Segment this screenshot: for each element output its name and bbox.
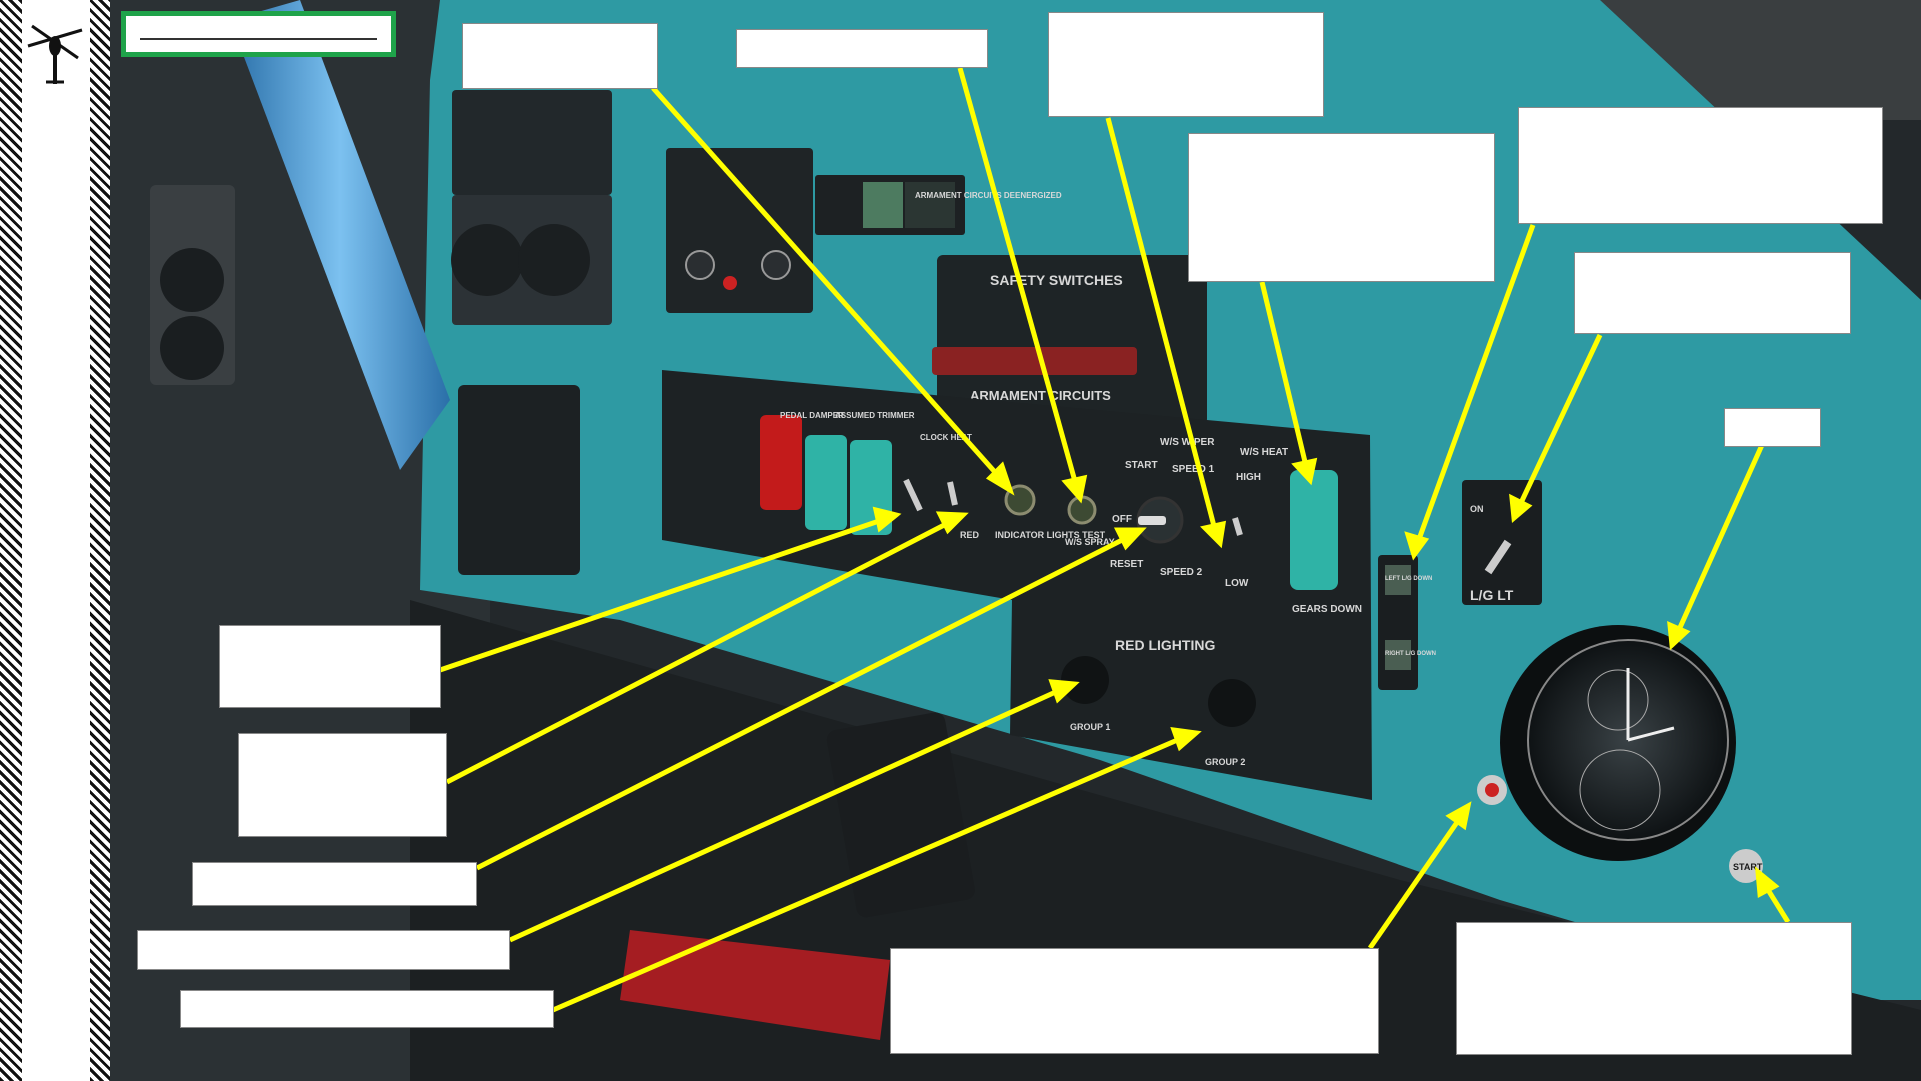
title-box (121, 11, 396, 57)
group1-label: GROUP 1 (1070, 722, 1110, 732)
callout-left-2 (238, 733, 447, 837)
armament-deenergized-label: ARMAMENT CIRCUITS DEENERGIZED (915, 191, 1062, 200)
clock-start-label: START (1733, 862, 1763, 872)
sidebar-stripe-left (0, 0, 22, 1081)
clock-heat-label: CLOCK HEAT (920, 433, 972, 442)
sidebar-stripe-right (90, 0, 110, 1081)
callout-left-5 (180, 990, 554, 1028)
pedal-damper-label: PEDAL DAMPER (780, 411, 844, 420)
callout-left-1 (219, 625, 441, 708)
low-label: LOW (1225, 578, 1249, 589)
callout-left-3 (192, 862, 477, 906)
callout-clock (1724, 408, 1821, 447)
ws-wiper-label: W/S WIPER (1160, 437, 1215, 448)
gears-down-label: GEARS DOWN (1292, 604, 1362, 615)
on-label: ON (1470, 504, 1484, 514)
callout-arrows (439, 67, 1791, 1013)
title-underline (140, 38, 377, 40)
callout-bottom-mid (890, 948, 1379, 1054)
callout-right-2 (1574, 252, 1851, 334)
speed1-label: SPEED 1 (1172, 464, 1215, 475)
assumed-trimmer-label: ASSUMED TRIMMER (835, 411, 915, 420)
callout-top-mid (736, 29, 988, 68)
helicopter-icon (27, 24, 83, 84)
sidebar (22, 0, 90, 1081)
callout-left-4 (137, 930, 510, 970)
off-label: OFF (1112, 514, 1132, 525)
red-label: RED (960, 530, 980, 540)
right-lg-down-label: RIGHT L/G DOWN (1385, 651, 1436, 657)
armament-circuits-label: ARMAMENT CIRCUITS (970, 388, 1111, 403)
callout-top-right-1 (1048, 12, 1324, 117)
start-label: START (1125, 460, 1158, 471)
callout-top-left (462, 23, 658, 89)
left-lg-down-label: LEFT L/G DOWN (1385, 576, 1432, 582)
ws-spray-label: W/S SPRAY (1065, 537, 1115, 547)
safety-switches-label: SAFETY SWITCHES (990, 272, 1123, 288)
callout-bottom-right (1456, 922, 1852, 1055)
lg-lt-label: L/G LT (1470, 587, 1514, 603)
speed2-label: SPEED 2 (1160, 567, 1203, 578)
ws-heat-label: W/S HEAT (1240, 447, 1288, 458)
callout-right-1 (1518, 107, 1883, 224)
group2-label: GROUP 2 (1205, 757, 1245, 767)
callout-mid-right-1 (1188, 133, 1495, 282)
red-lighting-label: RED LIGHTING (1115, 637, 1215, 653)
indicator-lights-test-label: INDICATOR LIGHTS TEST (995, 530, 1106, 540)
reset-label: RESET (1110, 559, 1143, 570)
high-label: HIGH (1236, 472, 1261, 483)
